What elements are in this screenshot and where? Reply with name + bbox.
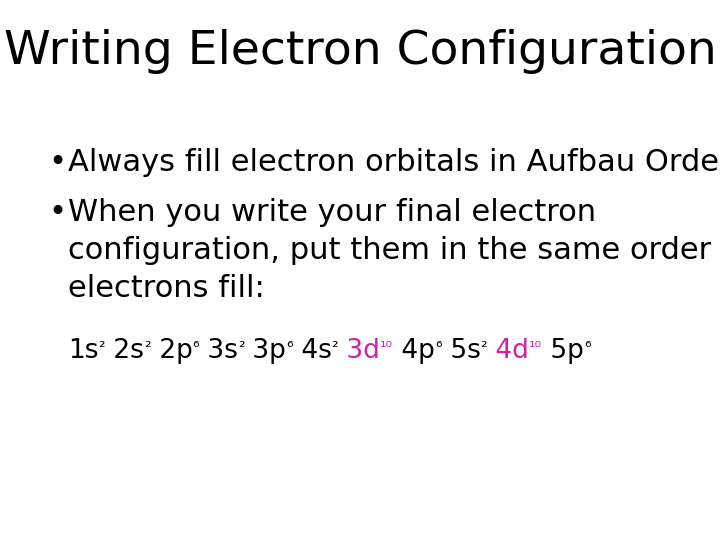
- Text: ⁶: ⁶: [287, 340, 293, 355]
- Text: •: •: [48, 198, 66, 227]
- Text: ⁶: ⁶: [584, 340, 590, 355]
- Text: ²: ²: [99, 340, 105, 355]
- Text: ⁶: ⁶: [192, 340, 199, 355]
- Text: 1s: 1s: [68, 338, 99, 364]
- Text: 2s: 2s: [105, 338, 144, 364]
- Text: Always fill electron orbitals in Aufbau Order: Always fill electron orbitals in Aufbau …: [68, 148, 720, 177]
- Text: ²: ²: [481, 340, 487, 355]
- Text: 5s: 5s: [442, 338, 481, 364]
- Text: ⁶: ⁶: [436, 340, 442, 355]
- Text: •: •: [48, 148, 66, 177]
- Text: 4s: 4s: [293, 338, 332, 364]
- Text: ²: ²: [332, 340, 338, 355]
- Text: 4d: 4d: [487, 338, 529, 364]
- Text: ²: ²: [144, 340, 150, 355]
- Text: 3s: 3s: [199, 338, 238, 364]
- Text: 2p: 2p: [150, 338, 192, 364]
- Text: 3p: 3p: [245, 338, 287, 364]
- Text: When you write your final electron
configuration, put them in the same order
ele: When you write your final electron confi…: [68, 198, 711, 303]
- Text: 4p: 4p: [393, 338, 436, 364]
- Text: ¹⁰: ¹⁰: [380, 340, 393, 355]
- Text: 3d: 3d: [338, 338, 380, 364]
- Text: ¹⁰: ¹⁰: [529, 340, 542, 355]
- Text: 5p: 5p: [542, 338, 584, 364]
- Text: ²: ²: [238, 340, 245, 355]
- Text: Writing Electron Configuration: Writing Electron Configuration: [4, 30, 716, 75]
